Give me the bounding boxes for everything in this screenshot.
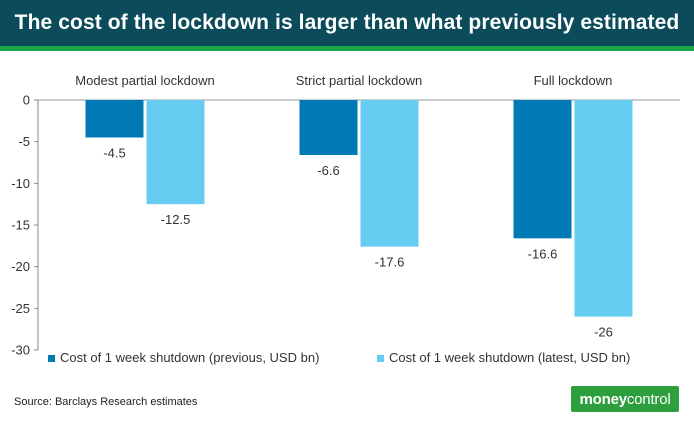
bar (85, 100, 144, 138)
legend-swatch (377, 355, 384, 362)
category-label: Modest partial lockdown (75, 73, 214, 88)
logo-text-bold: money (579, 390, 628, 408)
chart-title-bar: The cost of the lockdown is larger than … (0, 0, 694, 46)
category-label: Full lockdown (534, 73, 613, 88)
bar (299, 100, 358, 155)
bar (360, 100, 419, 247)
logo-text-light: control (626, 390, 671, 408)
source-note: Source: Barclays Research estimates (14, 396, 198, 408)
y-tick-label: -10 (11, 176, 30, 191)
legend-label: Cost of 1 week shutdown (previous, USD b… (60, 350, 319, 365)
data-label: -26 (594, 325, 613, 340)
y-tick-label: -5 (18, 134, 30, 149)
y-tick-label: -30 (11, 343, 30, 358)
data-label: -17.6 (375, 255, 405, 270)
data-label: -6.6 (317, 163, 339, 178)
bar-chart: 0 -5 -10 -15 -20 -25 -30 Modest partial lockdow… (11, 73, 680, 365)
y-tick-label: 0 (23, 93, 30, 108)
category-label: Strict partial lockdown (296, 73, 422, 88)
y-tick-label: -15 (11, 218, 30, 233)
y-tick-label: -20 (11, 259, 30, 274)
bar (146, 100, 205, 205)
bar (574, 100, 633, 317)
legend-swatch (48, 355, 55, 362)
data-label: -12.5 (161, 212, 191, 227)
title-accent-line (0, 46, 694, 51)
data-label: -4.5 (103, 146, 125, 161)
chart-title: The cost of the lockdown is larger than … (14, 11, 680, 34)
data-label: -16.6 (528, 246, 558, 261)
moneycontrol-logo: money control (571, 386, 679, 412)
y-tick-label: -25 (11, 301, 30, 316)
bar (513, 100, 572, 239)
legend-label: Cost of 1 week shutdown (latest, USD bn) (389, 350, 630, 365)
